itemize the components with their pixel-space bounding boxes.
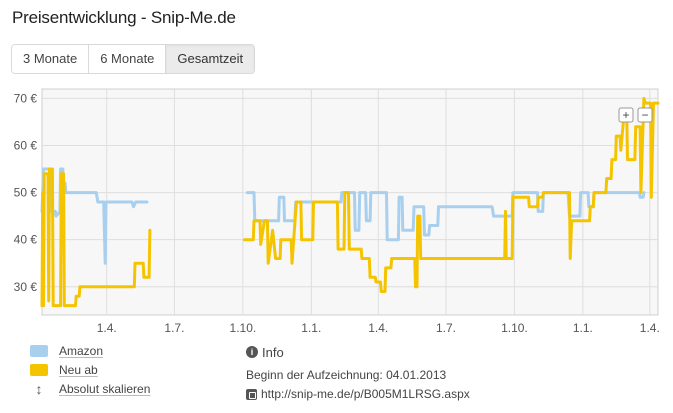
- legend-swatch-amazon: [30, 345, 48, 357]
- range-tabs: 3 Monate 6 Monate Gesamtzeit: [11, 44, 256, 74]
- price-chart-svg: 30 € 40 € 50 € 60 € 70 € 1.4. 1.7. 1.10. 1.1. 1.4…: [14, 88, 660, 335]
- zoom-out-button-box: [637, 107, 653, 123]
- x-tick-label: 1.7.: [436, 321, 456, 335]
- x-tick-label: 1.4.: [97, 321, 117, 335]
- info-heading: i Info: [246, 344, 470, 360]
- updown-arrow-icon: ↕: [35, 381, 43, 397]
- x-tick-label: 1.10.: [501, 321, 528, 335]
- zoom-in-button[interactable]: +: [618, 107, 634, 123]
- tab-gesamtzeit[interactable]: Gesamtzeit: [166, 45, 255, 73]
- x-tick-label: 1.4.: [368, 321, 388, 335]
- x-tick-label: 1.7.: [164, 321, 184, 335]
- record-start-text: Beginn der Aufzeichnung: 04.01.2013: [246, 368, 447, 382]
- x-tick-label: 1.4.: [640, 321, 660, 335]
- scale-toggle[interactable]: ↕ Absolut skalieren: [30, 380, 151, 398]
- zoom-out-button-label: −: [641, 108, 648, 122]
- info-panel: i Info Beginn der Aufzeichnung: 04.01.20…: [246, 344, 470, 404]
- external-link-icon: [246, 388, 257, 400]
- tab-6-monate[interactable]: 6 Monate: [89, 45, 167, 73]
- legend-item-amazon[interactable]: Amazon: [30, 342, 150, 360]
- legend-label-amazon: Amazon: [59, 344, 104, 358]
- x-tick-label: 1.1.: [573, 321, 593, 335]
- zoom-in-button-label: +: [622, 108, 629, 122]
- y-tick-label: 70 €: [14, 91, 38, 105]
- product-link[interactable]: http://snip-me.de/p/B005M1LRSG.aspx: [246, 385, 470, 403]
- page-title: Preisentwicklung - Snip-Me.de: [12, 8, 236, 27]
- y-tick-label: 60 €: [14, 139, 38, 153]
- x-tick-label: 1.1.: [301, 321, 321, 335]
- x-tick-label: 1.10.: [230, 321, 257, 335]
- zoom-in-button-box: [618, 107, 634, 123]
- info-heading-label: Info: [262, 344, 284, 360]
- legend-item-neu[interactable]: Neu ab: [30, 361, 150, 379]
- legend-swatch-neu: [30, 364, 48, 376]
- scale-toggle-label: Absolut skalieren: [59, 382, 151, 396]
- series-line-neu-ab: [40, 96, 660, 308]
- legend: Amazon Neu ab ↕ Absolut skalieren: [30, 342, 150, 399]
- zoom-out-button[interactable]: −: [637, 107, 653, 123]
- legend-label-neu: Neu ab: [59, 363, 98, 377]
- price-chart: 30 € 40 € 50 € 60 € 70 € 1.4. 1.7. 1.10. 1.1. 1.4…: [0, 86, 673, 346]
- y-tick-label: 30 €: [14, 280, 38, 294]
- y-tick-label: 40 €: [14, 233, 38, 247]
- tab-3-monate[interactable]: 3 Monate: [12, 45, 90, 73]
- y-tick-label: 50 €: [14, 186, 38, 200]
- info-icon: i: [246, 346, 258, 358]
- product-url[interactable]: http://snip-me.de/p/B005M1LRSG.aspx: [261, 387, 470, 401]
